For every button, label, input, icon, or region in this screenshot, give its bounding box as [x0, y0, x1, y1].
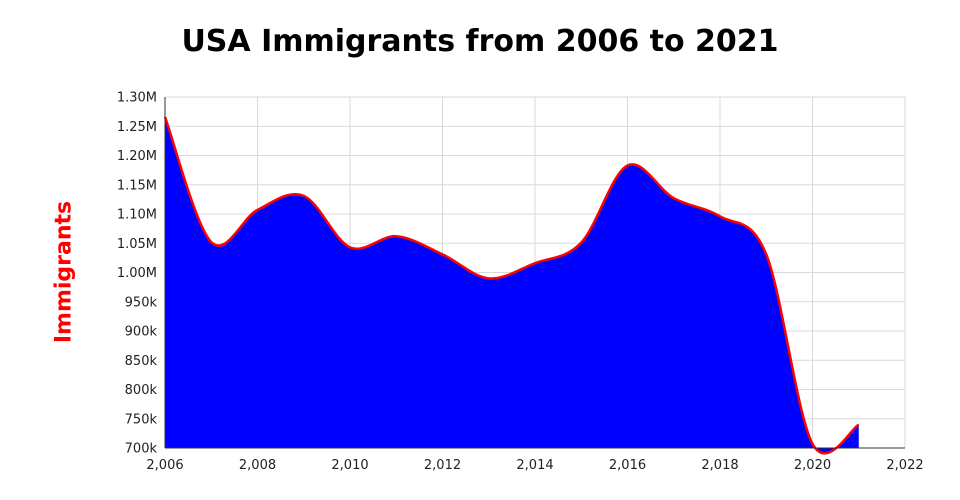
x-tick-labels: 2,006 2,008 2,010 2,012 2,014 2,016 2,018 2,020… — [146, 458, 923, 473]
y-tick-label: 1.20M — [117, 149, 157, 164]
y-tick-labels: 700k 750k 800k 850k 900k 950k 1.00M 1.05M 1.10M 1… — [117, 91, 158, 457]
y-tick-label: 750k — [125, 412, 158, 427]
y-tick-label: 700k — [125, 442, 158, 457]
y-tick-label: 900k — [125, 325, 158, 340]
area-layer — [163, 116, 860, 455]
x-tick-label: 2,006 — [146, 458, 183, 473]
y-tick-label: 1.15M — [117, 178, 157, 193]
series-line — [163, 116, 860, 455]
y-tick-label: 1.25M — [117, 120, 157, 135]
y-tick-label: 850k — [125, 354, 158, 369]
x-tick-label: 2,016 — [609, 458, 646, 473]
x-tick-label: 2,022 — [886, 458, 923, 473]
area-fill — [165, 116, 859, 454]
axes — [164, 97, 905, 449]
y-tick-label: 950k — [125, 295, 158, 310]
x-tick-label: 2,014 — [516, 458, 553, 473]
x-tick-label: 2,010 — [331, 458, 368, 473]
x-tick-label: 2,008 — [239, 458, 276, 473]
y-tick-label: 1.00M — [117, 266, 157, 281]
x-tick-label: 2,020 — [794, 458, 831, 473]
y-tick-label: 1.10M — [117, 208, 157, 223]
x-tick-label: 2,012 — [424, 458, 461, 473]
chart-title: USA Immigrants from 2006 to 2021 — [181, 24, 779, 59]
y-tick-label: 1.30M — [117, 91, 157, 106]
y-tick-label: 1.05M — [117, 237, 157, 252]
x-tick-label: 2,018 — [701, 458, 738, 473]
y-tick-label: 800k — [125, 383, 158, 398]
